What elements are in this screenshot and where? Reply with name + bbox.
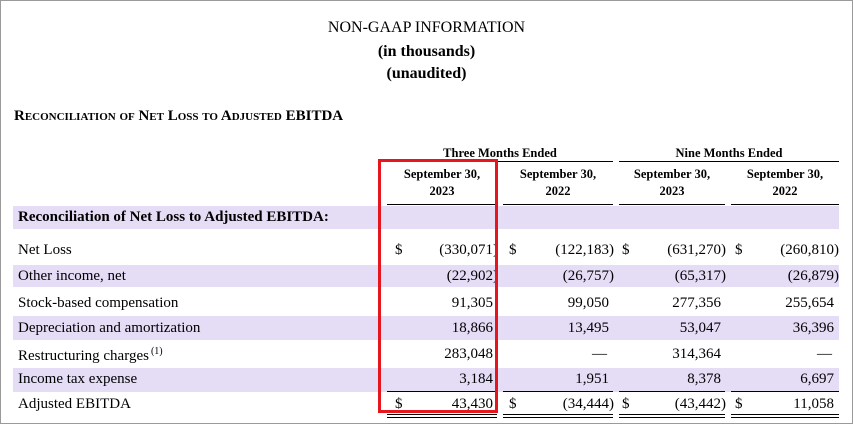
double-underline bbox=[619, 417, 725, 418]
cell-other-income-c1: (22,902) bbox=[446, 268, 498, 284]
total-rule bbox=[387, 391, 497, 392]
cell-other-income-c3: (65,317) bbox=[674, 268, 726, 284]
table-subheader: Reconciliation of Net Loss to Adjusted E… bbox=[18, 209, 329, 225]
highlight-box bbox=[378, 159, 498, 413]
currency-symbol: $ bbox=[735, 242, 743, 258]
subheader-band bbox=[13, 206, 839, 229]
column-header-line1: September 30, bbox=[519, 167, 597, 181]
cell-depreciation-c3: 53,047 bbox=[679, 320, 721, 336]
cell-restructuring-c2: — bbox=[592, 346, 607, 362]
cell-income-tax-c3: 8,378 bbox=[687, 371, 721, 387]
row-band-depreciation bbox=[13, 316, 839, 340]
row-label-text: Restructuring charges bbox=[18, 348, 149, 364]
page-subtitle-units: (in thousands) bbox=[377, 43, 476, 60]
column-header-q3-2022: September 30, 2022 bbox=[503, 166, 613, 205]
group-header-nine-months: Nine Months Ended bbox=[619, 146, 839, 162]
cell-stock-comp-c4: 255,654 bbox=[785, 295, 834, 311]
double-underline bbox=[387, 417, 497, 418]
currency-symbol: $ bbox=[395, 242, 403, 258]
cell-other-income-c2: (26,757) bbox=[562, 268, 614, 284]
total-rule bbox=[731, 391, 839, 392]
currency-symbol: $ bbox=[509, 242, 517, 258]
column-header-9m-2022: September 30, 2022 bbox=[731, 166, 839, 205]
column-header-line2: 2022 bbox=[772, 184, 798, 198]
cell-stock-comp-c1: 91,305 bbox=[451, 295, 493, 311]
double-underline bbox=[387, 414, 497, 415]
cell-restructuring-c1: 283,048 bbox=[444, 346, 493, 362]
row-label-income-tax: Income tax expense bbox=[18, 371, 138, 387]
double-underline bbox=[731, 414, 839, 415]
row-label-other-income: Other income, net bbox=[18, 268, 126, 284]
cell-net-loss-c2: (122,183) bbox=[555, 242, 614, 258]
cell-stock-comp-c3: 277,356 bbox=[672, 295, 721, 311]
currency-symbol: $ bbox=[622, 242, 630, 258]
section-title: Reconciliation of Net Loss to Adjusted E… bbox=[14, 108, 344, 124]
cell-adjusted-ebitda-c4: 11,058 bbox=[793, 396, 834, 412]
row-label-restructuring: Restructuring charges (1) bbox=[18, 346, 163, 365]
cell-adjusted-ebitda-c2: (34,444) bbox=[562, 396, 614, 412]
row-band-other-income bbox=[13, 265, 839, 287]
cell-income-tax-c4: 6,697 bbox=[800, 371, 834, 387]
column-header-line2: 2023 bbox=[659, 184, 685, 198]
cell-depreciation-c2: 13,495 bbox=[567, 320, 609, 336]
page-subtitle-audit: (unaudited) bbox=[386, 65, 467, 82]
page-title: NON-GAAP INFORMATION bbox=[327, 19, 526, 36]
column-header-line2: 2023 bbox=[429, 184, 455, 198]
column-header-9m-2023: September 30, 2023 bbox=[619, 166, 725, 205]
double-underline bbox=[503, 414, 613, 415]
cell-adjusted-ebitda-c1: 43,430 bbox=[451, 396, 493, 412]
column-header-q3-2023: September 30, 2023 bbox=[387, 166, 497, 205]
double-underline bbox=[619, 414, 725, 415]
column-header-line1: September 30, bbox=[633, 167, 711, 181]
group-header-three-months: Three Months Ended bbox=[387, 146, 613, 162]
cell-net-loss-c1: (330,071) bbox=[439, 242, 498, 258]
column-header-line1: September 30, bbox=[746, 167, 824, 181]
currency-symbol: $ bbox=[509, 396, 517, 412]
row-band-income-tax bbox=[13, 368, 839, 392]
cell-net-loss-c3: (631,270) bbox=[667, 242, 726, 258]
cell-net-loss-c4: (260,810) bbox=[780, 242, 839, 258]
currency-symbol: $ bbox=[395, 396, 403, 412]
cell-restructuring-c3: 314,364 bbox=[672, 346, 721, 362]
column-header-line2: 2022 bbox=[545, 184, 571, 198]
cell-depreciation-c4: 36,396 bbox=[792, 320, 834, 336]
total-rule bbox=[503, 391, 613, 392]
double-underline bbox=[731, 417, 839, 418]
cell-income-tax-c2: 1,951 bbox=[575, 371, 609, 387]
cell-other-income-c4: (26,879) bbox=[787, 268, 839, 284]
row-label-adjusted-ebitda: Adjusted EBITDA bbox=[18, 396, 131, 412]
footnote-marker: (1) bbox=[150, 346, 163, 357]
currency-symbol: $ bbox=[735, 396, 743, 412]
row-label-net-loss: Net Loss bbox=[18, 242, 72, 258]
total-rule bbox=[619, 391, 725, 392]
cell-restructuring-c4: — bbox=[817, 346, 832, 362]
double-underline bbox=[503, 417, 613, 418]
row-label-stock-comp: Stock-based compensation bbox=[18, 295, 179, 311]
cell-depreciation-c1: 18,866 bbox=[451, 320, 493, 336]
cell-income-tax-c1: 3,184 bbox=[459, 371, 493, 387]
currency-symbol: $ bbox=[622, 396, 630, 412]
cell-adjusted-ebitda-c3: (43,442) bbox=[674, 396, 726, 412]
row-label-depreciation: Depreciation and amortization bbox=[18, 320, 201, 336]
column-header-line1: September 30, bbox=[403, 167, 481, 181]
cell-stock-comp-c2: 99,050 bbox=[567, 295, 609, 311]
